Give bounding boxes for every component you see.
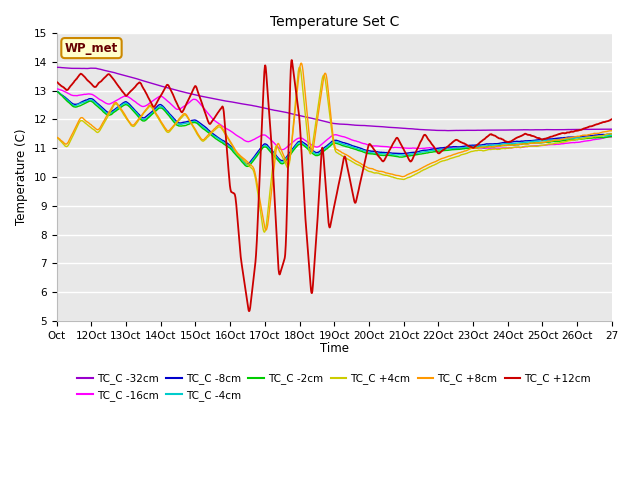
Line: TC_C -8cm: TC_C -8cm	[56, 91, 612, 164]
TC_C +8cm	[323, 78, 331, 84]
TC_C +4cm	[490, 146, 498, 152]
TC_C -32cm	[53, 64, 61, 70]
TC_C -8cm	[608, 131, 616, 137]
TC_C -8cm	[53, 88, 61, 94]
TC_C -8cm	[308, 147, 316, 153]
TC_C -2cm	[608, 133, 616, 139]
Line: TC_C -32cm: TC_C -32cm	[56, 67, 612, 131]
TC_C -8cm	[244, 161, 252, 167]
TC_C -2cm	[308, 150, 316, 156]
TC_C -2cm	[52, 89, 60, 95]
TC_C -32cm	[323, 119, 331, 125]
Line: TC_C -2cm: TC_C -2cm	[56, 92, 612, 167]
TC_C -32cm	[490, 127, 498, 133]
TC_C -2cm	[323, 146, 331, 152]
X-axis label: Time: Time	[320, 342, 349, 355]
TC_C +12cm	[288, 57, 296, 63]
TC_C +12cm	[490, 132, 498, 138]
TC_C +4cm	[260, 229, 268, 235]
TC_C +8cm	[608, 128, 616, 134]
TC_C -16cm	[308, 143, 316, 148]
Legend: TC_C -32cm, TC_C -16cm, TC_C -8cm, TC_C -4cm, TC_C -2cm, TC_C +4cm, TC_C +8cm, T: TC_C -32cm, TC_C -16cm, TC_C -8cm, TC_C …	[73, 370, 595, 405]
TC_C +8cm	[490, 144, 498, 149]
TC_C +4cm	[81, 120, 89, 126]
TC_C -2cm	[593, 135, 600, 141]
TC_C -2cm	[592, 135, 600, 141]
Y-axis label: Temperature (C): Temperature (C)	[15, 129, 28, 225]
TC_C +8cm	[81, 117, 89, 123]
TC_C -8cm	[592, 132, 600, 138]
TC_C +12cm	[323, 203, 331, 208]
TC_C -4cm	[490, 143, 498, 148]
TC_C -8cm	[52, 88, 60, 94]
TC_C -4cm	[592, 134, 600, 140]
Line: TC_C +8cm: TC_C +8cm	[56, 63, 612, 230]
TC_C +12cm	[608, 116, 616, 122]
TC_C -4cm	[323, 144, 331, 150]
Title: Temperature Set C: Temperature Set C	[269, 15, 399, 29]
TC_C +8cm	[262, 227, 270, 233]
TC_C +4cm	[52, 134, 60, 140]
TC_C -8cm	[593, 132, 600, 138]
TC_C +12cm	[52, 79, 60, 85]
TC_C -16cm	[593, 136, 600, 142]
TC_C -32cm	[449, 128, 456, 133]
TC_C -8cm	[81, 97, 89, 103]
TC_C +8cm	[297, 60, 305, 66]
TC_C -4cm	[308, 148, 316, 154]
TC_C +4cm	[323, 91, 331, 97]
Line: TC_C -4cm: TC_C -4cm	[56, 92, 612, 165]
TC_C -8cm	[490, 141, 498, 146]
TC_C -2cm	[244, 164, 252, 169]
TC_C +8cm	[308, 148, 316, 154]
TC_C -32cm	[308, 116, 316, 121]
TC_C -16cm	[81, 92, 89, 97]
TC_C -16cm	[490, 145, 498, 151]
TC_C -16cm	[323, 137, 331, 143]
TC_C +4cm	[296, 64, 303, 70]
TC_C -2cm	[53, 89, 61, 95]
TC_C +4cm	[608, 131, 616, 137]
TC_C -32cm	[81, 66, 89, 72]
TC_C +4cm	[593, 133, 600, 139]
TC_C -4cm	[592, 134, 600, 140]
Line: TC_C +12cm: TC_C +12cm	[56, 60, 612, 311]
TC_C -32cm	[592, 126, 600, 132]
Line: TC_C +4cm: TC_C +4cm	[56, 67, 612, 232]
TC_C -4cm	[608, 132, 616, 138]
TC_C -16cm	[592, 136, 600, 142]
TC_C -32cm	[608, 126, 616, 132]
TC_C +12cm	[81, 74, 89, 80]
TC_C -2cm	[490, 144, 498, 150]
TC_C -4cm	[244, 162, 252, 168]
TC_C +4cm	[308, 143, 316, 148]
TC_C -4cm	[81, 99, 89, 105]
TC_C +12cm	[308, 288, 316, 294]
TC_C -2cm	[81, 100, 89, 106]
TC_C -8cm	[323, 143, 331, 148]
TC_C -16cm	[53, 86, 61, 92]
TC_C +12cm	[593, 121, 600, 127]
TC_C +8cm	[593, 131, 600, 136]
Text: WP_met: WP_met	[65, 42, 118, 55]
TC_C -4cm	[52, 89, 60, 95]
TC_C +12cm	[245, 308, 253, 314]
TC_C -32cm	[593, 126, 600, 132]
TC_C -16cm	[278, 147, 286, 153]
TC_C +12cm	[592, 121, 600, 127]
TC_C +4cm	[592, 133, 600, 139]
TC_C -32cm	[52, 64, 60, 70]
TC_C -16cm	[52, 86, 60, 92]
TC_C +8cm	[592, 131, 600, 136]
TC_C -16cm	[608, 134, 616, 140]
Line: TC_C -16cm: TC_C -16cm	[56, 89, 612, 150]
TC_C +8cm	[52, 134, 60, 140]
